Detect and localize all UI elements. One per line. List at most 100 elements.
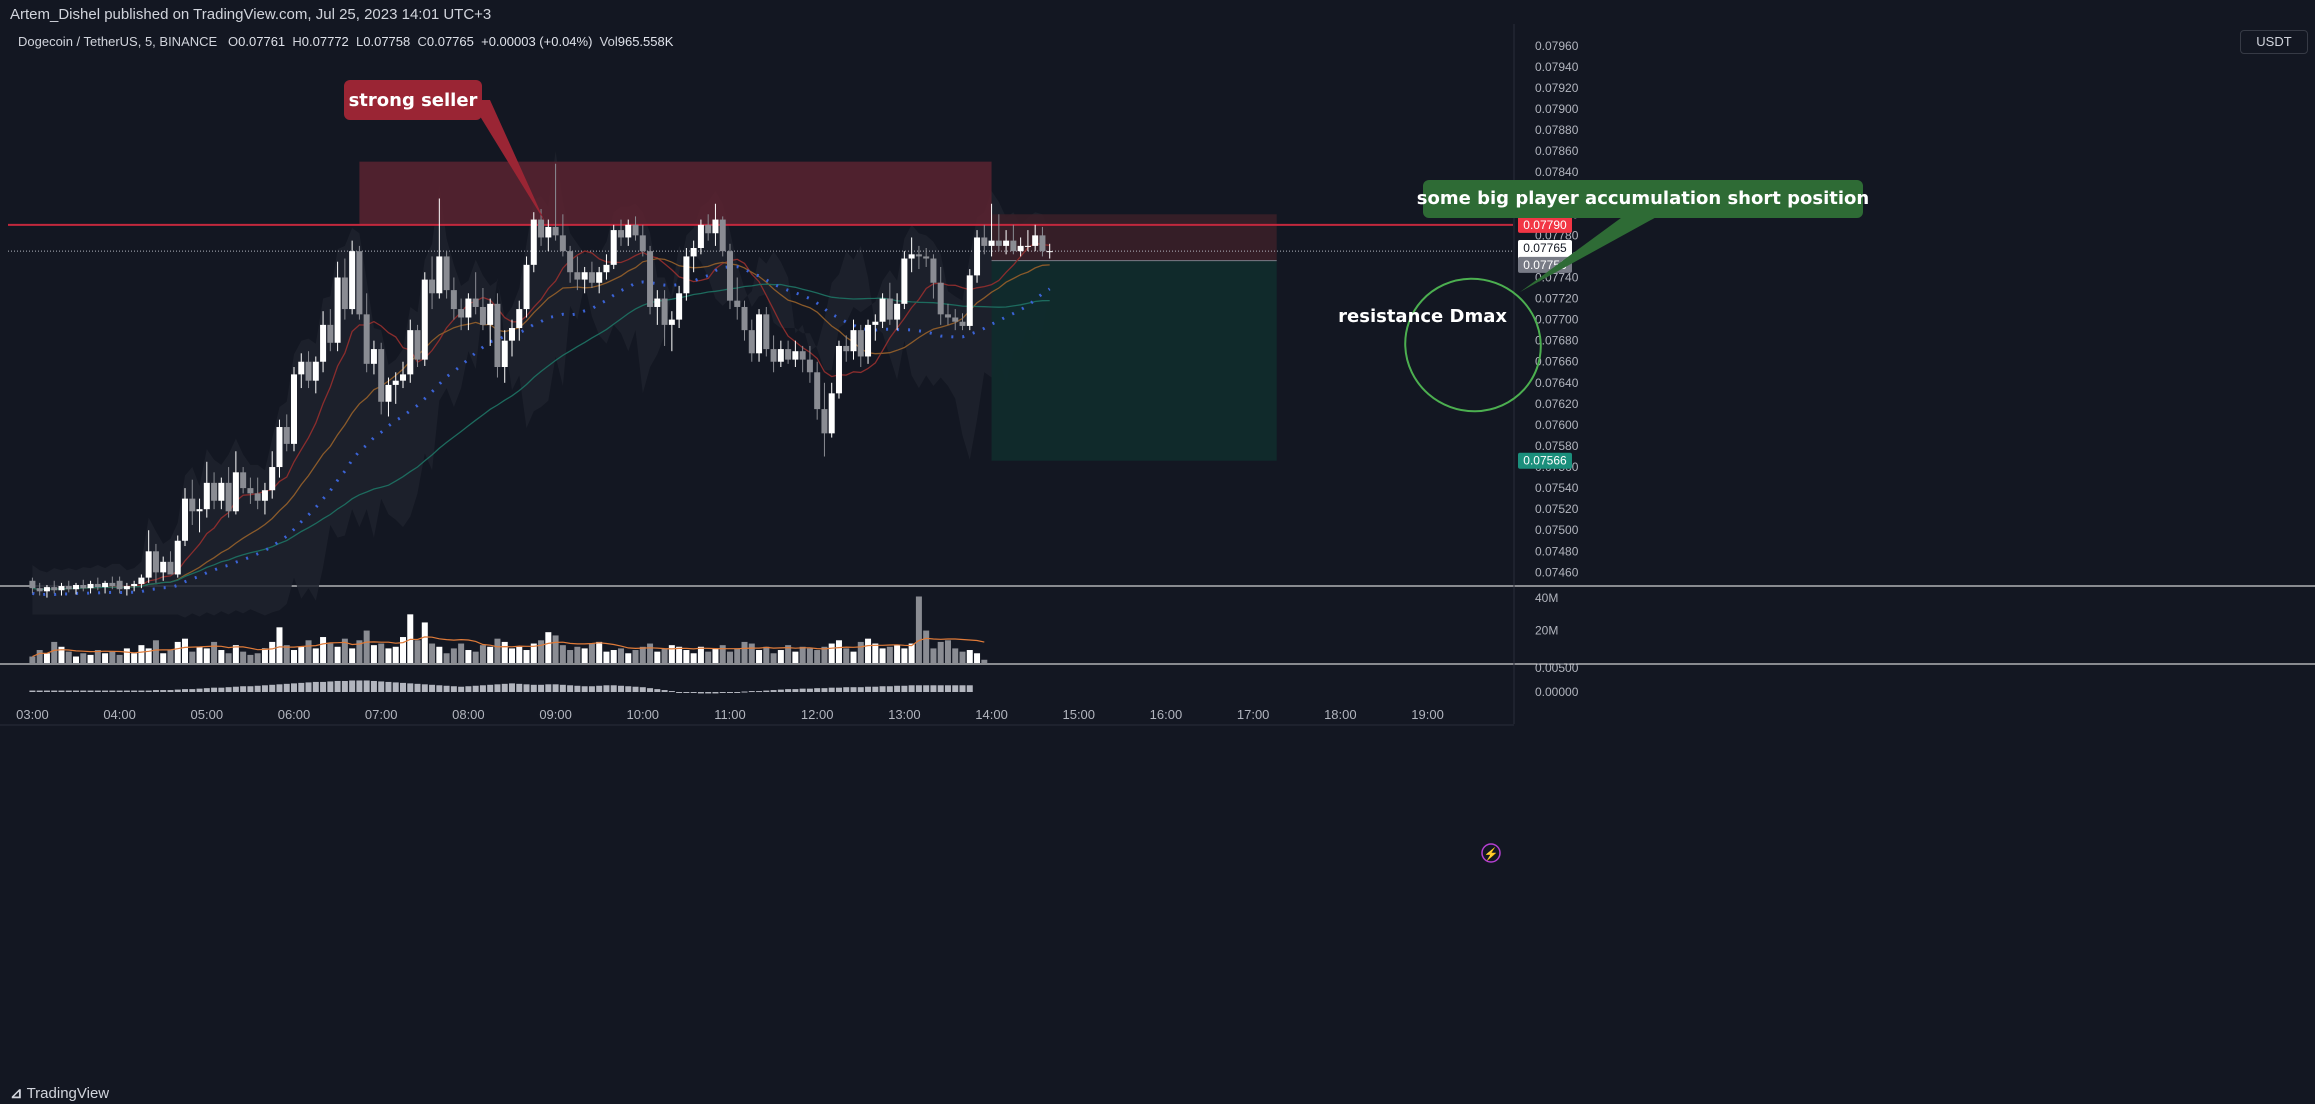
candle-body <box>43 587 50 592</box>
oscillator-bar <box>835 687 842 692</box>
volume-bar <box>218 650 225 663</box>
candle-body <box>145 551 152 578</box>
candle-body <box>399 374 406 381</box>
volume-bar <box>109 651 116 663</box>
candle-body <box>588 272 595 283</box>
candle-body <box>908 254 915 259</box>
oscillator-bar <box>625 686 632 692</box>
volume-bar <box>276 627 283 663</box>
time-tick-label: 15:00 <box>1062 707 1095 722</box>
volume-bar <box>87 654 94 663</box>
candle-body <box>189 498 196 512</box>
volume-bar <box>261 648 268 663</box>
volume-bar <box>465 650 472 663</box>
candle-body <box>87 583 94 589</box>
candle-body <box>1039 235 1046 252</box>
volume-bar <box>923 630 930 663</box>
volume-bar <box>232 645 239 663</box>
high-label: H <box>292 34 302 49</box>
oscillator-bar <box>276 684 283 692</box>
time-tick-label: 19:00 <box>1411 707 1444 722</box>
volume-bar <box>370 645 377 663</box>
volume-bar <box>254 653 261 663</box>
symbol-name[interactable]: Dogecoin / TetherUS, 5, BINANCE <box>18 34 218 49</box>
price-tick-label: 0.07880 <box>1535 123 1579 137</box>
oscillator-bar <box>799 688 806 692</box>
oscillator-bar <box>211 687 218 692</box>
oscillator-bar <box>65 690 72 692</box>
oscillator-bar <box>385 681 392 692</box>
price-tick-label: 0.07620 <box>1535 397 1579 411</box>
candle-body <box>1010 240 1017 252</box>
volume-bar <box>247 654 254 663</box>
candle-body <box>429 279 436 294</box>
ma-mid-line <box>32 257 1050 591</box>
candle-body <box>530 219 537 265</box>
oscillator-bar <box>479 685 486 692</box>
candle-body <box>203 482 210 510</box>
price-tick-label: 0.07660 <box>1535 355 1579 369</box>
volume-bar <box>952 648 959 663</box>
oscillator-bar <box>930 685 937 692</box>
volume-bar <box>269 641 276 663</box>
currency-button[interactable]: USDT <box>2240 30 2308 54</box>
oscillator-bar <box>923 685 930 692</box>
target-zone <box>991 260 1277 461</box>
ma-short-line <box>32 242 1050 591</box>
oscillator-bar <box>123 690 130 692</box>
tradingview-brand[interactable]: ⊿ TradingView <box>10 1084 109 1102</box>
candle-body <box>218 482 225 501</box>
volume-bar <box>763 646 770 663</box>
volume-bar <box>211 641 218 663</box>
oscillator-bar <box>792 689 799 692</box>
candle-body <box>349 251 356 310</box>
oscillator-bar <box>218 687 225 692</box>
oscillator-bar <box>501 683 508 692</box>
volume-bar <box>392 646 399 663</box>
volume-bar <box>43 653 50 663</box>
volume-bar <box>516 646 523 663</box>
vol-value: 965.558K <box>617 34 674 49</box>
low-label: L <box>356 34 364 49</box>
volume-bar <box>29 656 36 663</box>
volume-bar <box>625 653 632 663</box>
candle-body <box>116 580 123 590</box>
candle-body <box>523 264 530 310</box>
oscillator-bar <box>828 687 835 692</box>
candle-body <box>690 247 697 257</box>
oscillator-bar <box>232 686 239 692</box>
oscillator-bar <box>581 686 588 692</box>
candle-body <box>923 256 930 259</box>
candle-body <box>1032 235 1039 246</box>
candle-body <box>378 349 385 402</box>
volume-bar <box>73 656 80 663</box>
volume-bar <box>901 648 908 663</box>
oscillator-bar <box>894 685 901 692</box>
candle-body <box>850 330 857 352</box>
oscillator-bar <box>567 685 574 692</box>
volume-bar <box>959 651 966 663</box>
candle-body <box>668 319 675 325</box>
volume-bar <box>174 641 181 663</box>
volume-bar <box>894 645 901 663</box>
candle-body <box>552 226 559 236</box>
candle-body <box>1017 245 1024 252</box>
candle-body <box>174 540 181 575</box>
oscillator-bar <box>705 692 712 694</box>
time-tick-label: 08:00 <box>452 707 485 722</box>
volume-bar <box>152 640 159 663</box>
oscillator-bar <box>603 685 610 692</box>
oscillator-bar <box>639 687 646 692</box>
price-tick-label: 0.07900 <box>1535 102 1579 116</box>
volume-bar <box>748 643 755 663</box>
oscillator-bar <box>421 684 428 692</box>
candle-body <box>261 490 268 501</box>
oscillator-bar <box>726 692 733 693</box>
volume-bar <box>974 653 981 663</box>
volume-bar <box>458 643 465 663</box>
oscillator-bar <box>741 691 748 693</box>
oscillator-bar <box>552 684 559 692</box>
candle-body <box>479 306 486 325</box>
volume-bar <box>102 653 109 663</box>
